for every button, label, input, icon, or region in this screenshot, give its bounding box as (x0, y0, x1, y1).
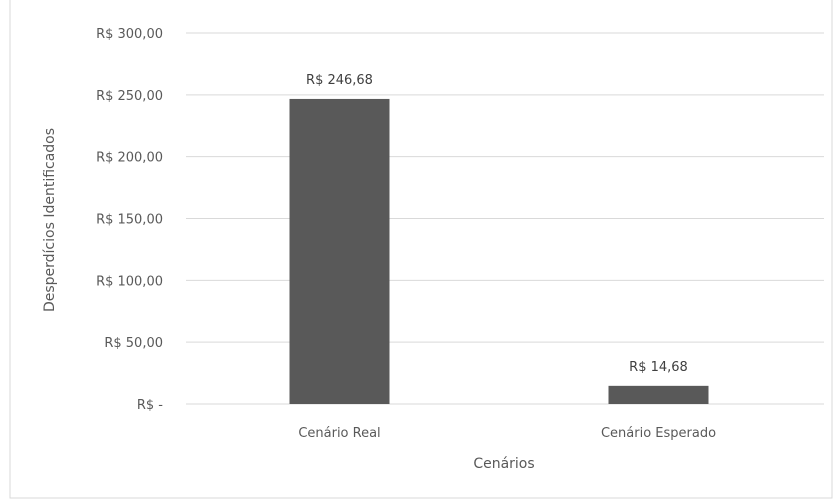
y-axis-title: Desperdícios Identificados (42, 128, 58, 312)
y-axis-ticks: R$ - R$ 50,00 R$ 100,00 R$ 150,00 R$ 200,00 R… (96, 27, 163, 413)
y-tick-label: R$ 100,00 (96, 274, 163, 289)
y-tick-label: R$ 200,00 (96, 151, 163, 166)
data-label: R$ 14,68 (629, 360, 688, 375)
x-tick-label: Cenário Esperado (601, 426, 716, 441)
data-labels: R$ 246,68 R$ 14,68 (306, 73, 688, 375)
chart-frame (9, 0, 833, 499)
data-label: R$ 246,68 (306, 73, 373, 88)
y-tick-label: R$ - (137, 398, 163, 413)
x-axis-title: Cenários (473, 456, 534, 472)
bar-cenario-esperado (608, 385, 709, 404)
x-axis-ticks: Cenário Real Cenário Esperado (298, 426, 716, 441)
bar-cenario-real (289, 98, 390, 405)
y-tick-label: R$ 150,00 (96, 213, 163, 228)
x-tick-label: Cenário Real (298, 426, 380, 441)
y-tick-label: R$ 50,00 (104, 336, 163, 351)
y-tick-label: R$ 250,00 (96, 89, 163, 104)
y-tick-label: R$ 300,00 (96, 27, 163, 42)
bars (289, 98, 709, 405)
